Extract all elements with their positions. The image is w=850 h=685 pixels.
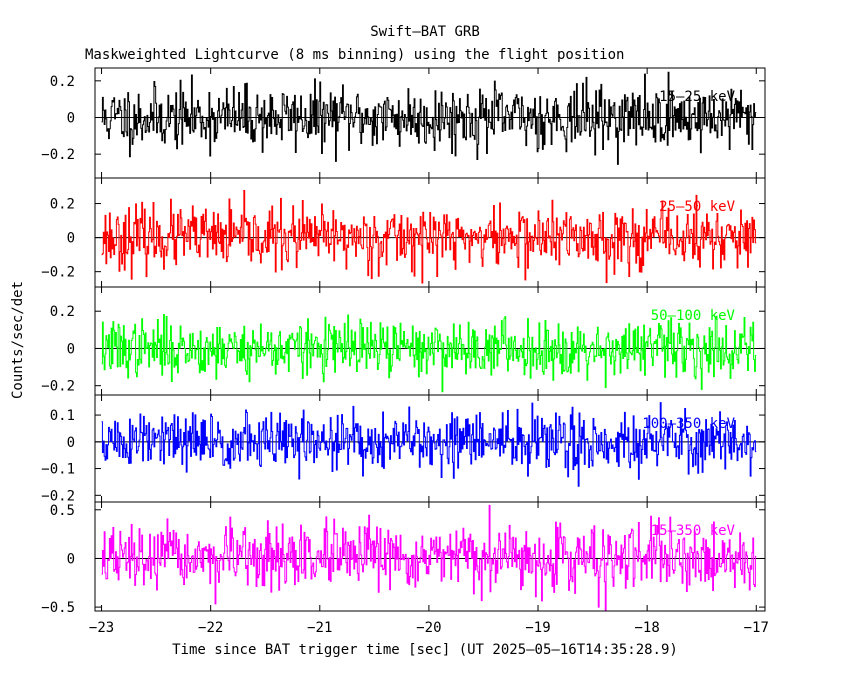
band-label: 15–350 keV xyxy=(651,523,736,539)
series-line xyxy=(101,314,757,393)
y-tick-label: 0 xyxy=(67,231,75,247)
chart-title: Swift–BAT GRB xyxy=(370,24,480,40)
y-tick-label: −0.2 xyxy=(41,265,75,281)
series-line xyxy=(101,189,757,284)
x-tick-label: −18 xyxy=(635,620,660,636)
x-tick-label: −22 xyxy=(198,620,223,636)
panel-4: 100–350 keV −0.2 −0.1 0 0.1 xyxy=(41,394,766,504)
band-label: 25–50 keV xyxy=(659,199,735,215)
y-tick-label: −0.2 xyxy=(41,379,75,395)
y-axis-label: Counts/sec/det xyxy=(10,281,26,399)
panel-1: 15–25 keV −0.2 0 0.2 xyxy=(41,67,766,179)
y-tick-label: 0.5 xyxy=(50,503,75,519)
y-tick-label: 0 xyxy=(67,341,75,357)
panel-5: 15–350 keV −0.5 0 0.5 xyxy=(41,501,766,616)
y-tick-label: −0.5 xyxy=(41,600,75,616)
y-tick-label: 0.2 xyxy=(50,197,75,213)
band-label: 15–25 keV xyxy=(659,89,735,105)
band-label: 50–100 keV xyxy=(651,308,736,324)
x-tick-label: −17 xyxy=(744,620,769,636)
y-tick-label: 0 xyxy=(67,111,75,127)
y-tick-label: 0.1 xyxy=(50,408,75,424)
panel-frame xyxy=(94,501,766,612)
series-line xyxy=(101,71,757,165)
y-tick-label: 0.2 xyxy=(50,74,75,90)
y-tick-label: 0 xyxy=(67,551,75,567)
y-tick-label: −0.2 xyxy=(41,147,75,163)
panel-2: 25–50 keV −0.2 0 0.2 xyxy=(41,177,766,288)
x-tick-label: −21 xyxy=(307,620,332,636)
y-tick-label: 0.2 xyxy=(50,304,75,320)
x-axis-label: Time since BAT trigger time [sec] (UT 20… xyxy=(172,642,678,658)
x-tick-label: −20 xyxy=(416,620,441,636)
panels-layer: 15–25 keV−0.200.225–50 keV−0.200.250–100… xyxy=(41,67,769,636)
x-tick-label: −23 xyxy=(89,620,114,636)
panel-3: 50–100 keV −0.2 0 0.2 xyxy=(41,286,766,396)
y-tick-label: 0 xyxy=(67,435,75,451)
y-tick-label: −0.1 xyxy=(41,462,75,478)
band-label: 100–350 keV xyxy=(642,416,735,432)
series-line xyxy=(101,402,757,487)
series-line xyxy=(101,504,757,612)
chart-subtitle: Maskweighted Lightcurve (8 ms binning) u… xyxy=(85,47,624,63)
y-tick-label: −0.2 xyxy=(41,488,75,504)
x-tick-label: −19 xyxy=(525,620,550,636)
